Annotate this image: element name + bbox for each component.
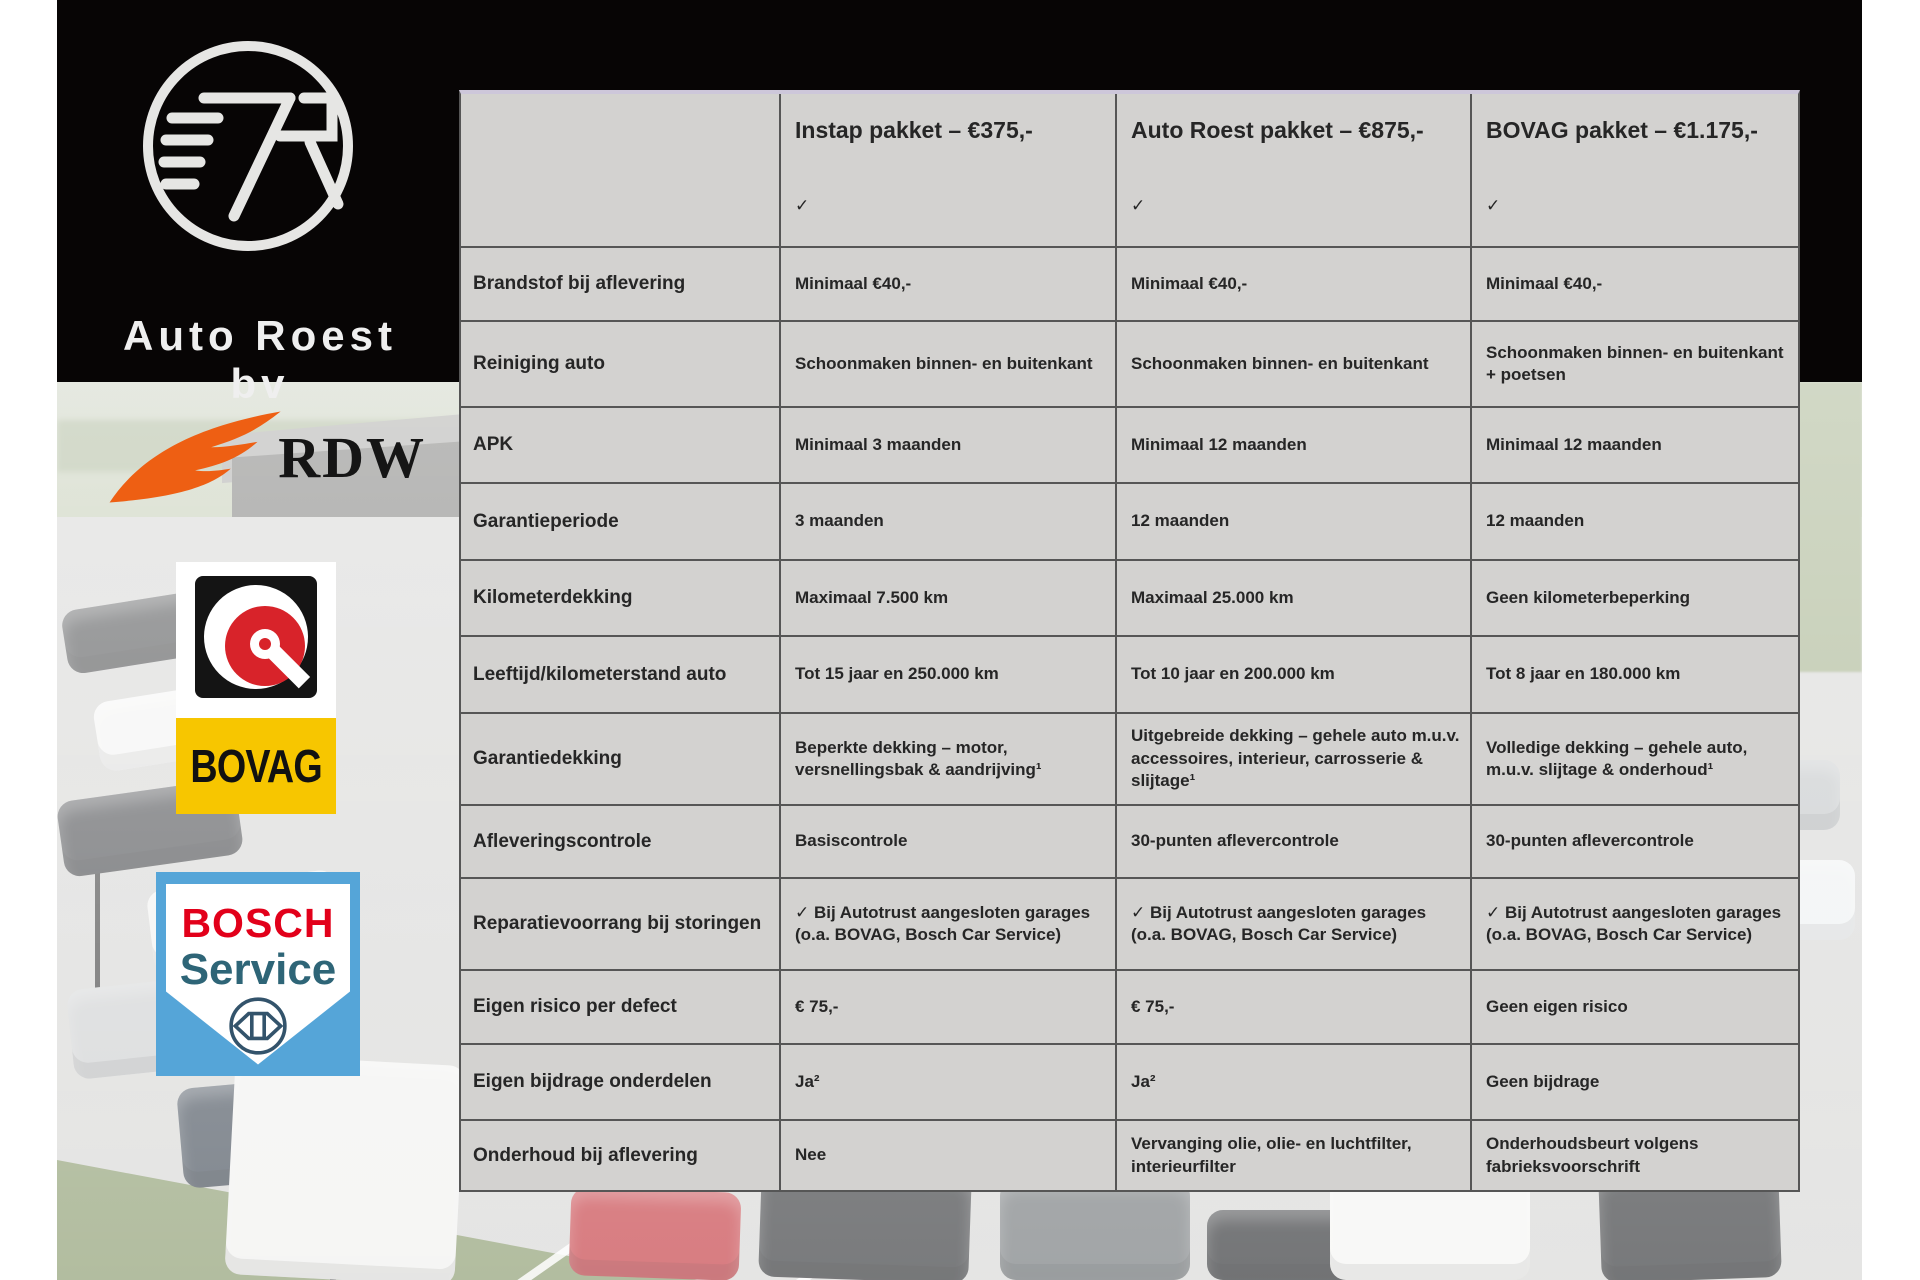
package-cell: ✓ Bij Autotrust aangesloten garages (o.a… <box>779 879 1115 969</box>
rdw-wordmark: RDW <box>278 424 426 490</box>
package-cell: Geen kilometerbeperking <box>1470 561 1798 635</box>
table-row: Brandstof bij aflevering Minimaal €40,- Mi… <box>461 246 1798 320</box>
row-label: Reiniging auto <box>473 353 605 375</box>
row-label <box>461 167 779 246</box>
row-label: Garantiedekking <box>473 748 622 770</box>
package-cell: ✓ Bij Autotrust aangesloten garages (o.a… <box>1470 879 1798 969</box>
package-cell: € 75,- <box>1115 971 1470 1043</box>
package-cell: Schoonmaken binnen- en buitenkant <box>779 322 1115 406</box>
package-cell: Maximaal 25.000 km <box>1115 561 1470 635</box>
package-cell: Minimaal €40,- <box>1470 248 1798 320</box>
package-cell: Onderhoudsbeurt volgens fabrieksvoorschr… <box>1470 1121 1798 1190</box>
bovag-emblem-icon <box>195 576 317 698</box>
table-row: Garantieperiode 3 maanden 12 maanden 12 maa… <box>461 482 1798 559</box>
package-cell: Geen eigen risico <box>1470 971 1798 1043</box>
package-cell: Volledige dekking – gehele auto, m.u.v. … <box>1470 714 1798 804</box>
row-label: Leeftijd/kilometerstand auto <box>473 663 727 685</box>
table-row: Leeftijd/kilometerstand auto Tot 15 jaar … <box>461 635 1798 712</box>
package-cell: Schoonmaken binnen- en buitenkant + poet… <box>1470 322 1798 406</box>
package-cell: Minimaal 12 maanden <box>1470 408 1798 482</box>
header-cell-empty <box>461 94 779 167</box>
bovag-yellow-band: BOVAG <box>176 718 336 814</box>
row-label: Eigen bijdrage onderdelen <box>473 1071 712 1093</box>
package-cell: ✓ <box>1470 167 1798 246</box>
package-cell: Minimaal €40,- <box>779 248 1115 320</box>
row-label: Kilometerdekking <box>473 587 633 609</box>
package-cell: Minimaal 3 maanden <box>779 408 1115 482</box>
package-cell: Minimaal 12 maanden <box>1115 408 1470 482</box>
package-cell: Geen bijdrage <box>1470 1045 1798 1119</box>
package-cell: Tot 8 jaar en 180.000 km <box>1470 637 1798 712</box>
package-cell: ✓ <box>779 167 1115 246</box>
package-cell: Basiscontrole <box>779 806 1115 877</box>
package-cell: 30-punten aflevercontrole <box>1115 806 1470 877</box>
table-row: Reparatievoorrang bij storingen ✓ Bij Aut… <box>461 877 1798 969</box>
package-cell: Maximaal 7.500 km <box>779 561 1115 635</box>
table-row: ✓ ✓ ✓ <box>461 167 1798 246</box>
package-cell: Ja² <box>779 1045 1115 1119</box>
table-row: Eigen risico per defect € 75,- € 75,- Geen … <box>461 969 1798 1043</box>
package-cell: Vervanging olie, olie- en luchtfilter, i… <box>1115 1121 1470 1190</box>
header-cell-bovag-pakket: BOVAG pakket – €1.175,- <box>1470 94 1798 167</box>
table-row: Eigen bijdrage onderdelen Ja² Ja² Geen bijd… <box>461 1043 1798 1119</box>
rdw-logo: RDW <box>106 402 426 512</box>
bosch-service-wordmark: Service <box>179 945 337 994</box>
header-cell-instap-pakket: Instap pakket – €375,- <box>779 94 1115 167</box>
package-cell: 12 maanden <box>1115 484 1470 559</box>
bosch-armature-icon <box>229 997 287 1055</box>
package-cell: 30-punten aflevercontrole <box>1470 806 1798 877</box>
package-cell: Ja² <box>1115 1045 1470 1119</box>
table-body: ✓ ✓ ✓ Brandstof bij aflevering Minimaal €40,… <box>461 167 1798 1190</box>
table-row: Afleveringscontrole Basiscontrole 30-punte… <box>461 804 1798 877</box>
bovag-logo: BOVAG <box>176 562 336 814</box>
row-label: Reparatievoorrang bij storingen <box>473 913 762 935</box>
row-label: Afleveringscontrole <box>473 830 652 852</box>
package-cell: Nee <box>779 1121 1115 1190</box>
package-cell: ✓ Bij Autotrust aangesloten garages (o.a… <box>1115 879 1470 969</box>
header-cell-auto-roest-pakket: Auto Roest pakket – €875,- <box>1115 94 1470 167</box>
row-label: Brandstof bij aflevering <box>473 273 686 295</box>
table-row: APK Minimaal 3 maanden Minimaal 12 maanden… <box>461 406 1798 482</box>
row-label: Onderhoud bij aflevering <box>473 1144 698 1166</box>
rdw-flame-icon <box>109 411 281 503</box>
brand-name: Auto Roest bv <box>123 312 397 407</box>
package-cell: ✓ <box>1115 167 1470 246</box>
package-cell: Uitgebreide dekking – gehele auto m.u.v.… <box>1115 714 1470 804</box>
table-row: Garantiedekking Beperkte dekking – motor,… <box>461 712 1798 804</box>
package-cell: Minimaal €40,- <box>1115 248 1470 320</box>
bosch-wordmark: BOSCH <box>181 900 335 946</box>
auto-roest-logo-icon <box>143 41 353 251</box>
package-cell: € 75,- <box>779 971 1115 1043</box>
row-label: Eigen risico per defect <box>473 996 677 1018</box>
package-comparison-table: Instap pakket – €375,- Auto Roest pakket… <box>459 90 1800 1192</box>
bosch-shield: BOSCH Service <box>166 884 350 1065</box>
package-cell: Tot 15 jaar en 250.000 km <box>779 637 1115 712</box>
bovag-wordmark: BOVAG <box>190 740 322 792</box>
package-cell: 12 maanden <box>1470 484 1798 559</box>
table-row: Onderhoud bij aflevering Nee Vervanging ol… <box>461 1119 1798 1190</box>
table-row: Kilometerdekking Maximaal 7.500 km Maximaa… <box>461 559 1798 635</box>
package-cell: Schoonmaken binnen- en buitenkant <box>1115 322 1470 406</box>
table-header-row: Instap pakket – €375,- Auto Roest pakket… <box>461 94 1798 167</box>
package-cell: Beperkte dekking – motor, versnellingsba… <box>779 714 1115 804</box>
row-label: Garantieperiode <box>473 510 619 532</box>
table-row: Reiniging auto Schoonmaken binnen- en bui… <box>461 320 1798 406</box>
bosch-service-logo: BOSCH Service <box>156 872 360 1076</box>
package-cell: 3 maanden <box>779 484 1115 559</box>
package-cell: Tot 10 jaar en 200.000 km <box>1115 637 1470 712</box>
row-label: APK <box>473 434 514 456</box>
